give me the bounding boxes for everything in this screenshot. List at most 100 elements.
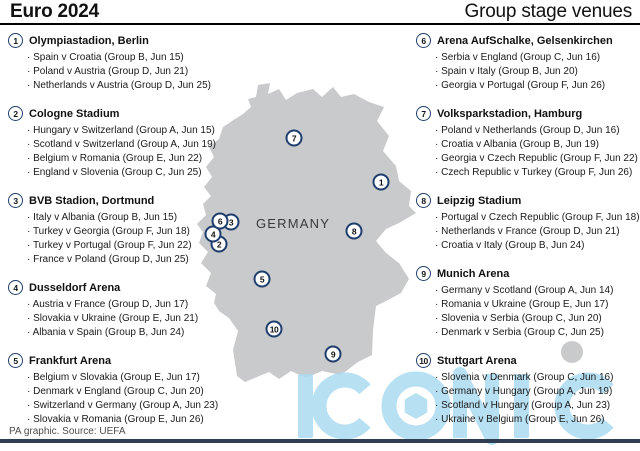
match-item: Turkey v Georgia (Group F, Jun 18) [27,225,264,239]
venue-item: 8 Leipzig Stadium Portugal v Czech Repub… [416,193,640,253]
venue-number-badge: 2 [8,106,23,121]
match-item: Albania v Spain (Group B, Jun 24) [27,326,264,340]
venue-number-badge: 7 [416,106,431,121]
venue-item: 6 Arena AufSchalke, Gelsenkirchen Serbia… [416,33,640,93]
match-item: Ukraine v Belgium (Group E, Jun 26) [435,413,640,427]
venue-item: 9 Munich Arena Germany v Scotland (Group… [416,266,640,340]
match-item: Croatia v Italy (Group B, Jun 24) [435,239,640,253]
venue-name: Volksparkstadion, Hamburg [437,107,583,120]
venue-number-badge: 1 [8,33,23,48]
match-item: Georgia v Czech Republic (Group F, Jun 2… [435,152,640,166]
bottom-bar [0,439,640,443]
match-item: Slovakia v Romania (Group E, Jun 26) [27,413,264,427]
venue-item: 7 Volksparkstadion, Hamburg Poland v Net… [416,106,640,180]
venue-heading: 10 Stuttgart Arena [416,353,640,368]
match-list: Slovenia v Denmark (Group C, Jun 16) Ger… [416,371,640,427]
header: Euro 2024 Group stage venues [0,0,640,25]
venue-name: Leipzig Stadium [437,194,522,207]
venue-heading: 1 Olympiastadion, Berlin [8,33,264,48]
match-item: France v Poland (Group D, Jun 25) [27,253,264,267]
venue-number: 2 [13,108,18,119]
venue-name: Cologne Stadium [29,107,120,120]
source-credit: PA graphic. Source: UEFA [9,426,126,437]
match-item: Austria v France (Group D, Jun 17) [27,298,264,312]
match-item: Georgia v Portugal (Group F, Jun 26) [435,79,640,93]
venue-heading: 7 Volksparkstadion, Hamburg [416,106,640,121]
venue-number: 10 [419,355,428,366]
venue-number-badge: 10 [416,353,431,368]
match-item: Hungary v Switzerland (Group A, Jun 15) [27,124,264,138]
page-subtitle: Group stage venues [464,1,632,22]
decorative-gray-circle [561,341,583,363]
match-item: Switzerland v Germany (Group A, Jun 23) [27,399,264,413]
match-item: Spain v Croatia (Group B, Jun 15) [27,51,264,65]
venue-item: 5 Frankfurt Arena Belgium v Slovakia (Gr… [8,353,264,427]
match-list: Serbia v England (Group C, Jun 16) Spain… [416,51,640,93]
venue-name: Stuttgart Arena [437,354,517,367]
venue-item: 10 Stuttgart Arena Slovenia v Denmark (G… [416,353,640,427]
page-title: Euro 2024 [10,1,100,22]
match-list: Poland v Netherlands (Group D, Jun 16) C… [416,124,640,180]
venue-heading: 9 Munich Arena [416,266,640,281]
match-item: Poland v Netherlands (Group D, Jun 16) [435,124,640,138]
venue-item: 2 Cologne Stadium Hungary v Switzerland … [8,106,264,180]
match-item: Belgium v Slovakia (Group E, Jun 17) [27,371,264,385]
venue-name: Frankfurt Arena [29,354,112,367]
venue-item: 3 BVB Stadion, Dortmund Italy v Albania … [8,193,264,267]
match-item: Poland v Austria (Group D, Jun 21) [27,65,264,79]
match-item: Scotland v Hungary (Group A, Jun 23) [435,399,640,413]
match-list: Austria v France (Group D, Jun 17) Slova… [8,298,264,340]
venue-number-badge: 8 [416,193,431,208]
venue-number-badge: 6 [416,33,431,48]
venue-number: 1 [13,35,18,46]
venue-number: 6 [421,35,426,46]
venue-list-left: 1 Olympiastadion, Berlin Spain v Croatia… [8,33,264,440]
venue-number-badge: 3 [8,193,23,208]
match-item: Denmark v Serbia (Group C, Jun 25) [435,326,640,340]
match-item: Romania v Ukraine (Group E, Jun 17) [435,298,640,312]
venue-number: 8 [421,195,426,206]
match-item: Netherlands v France (Group D, Jun 21) [435,225,640,239]
venue-heading: 2 Cologne Stadium [8,106,264,121]
match-item: Germany v Hungary (Group A, Jun 19) [435,385,640,399]
venue-name: Arena AufSchalke, Gelsenkirchen [437,34,613,47]
venue-heading: 6 Arena AufSchalke, Gelsenkirchen [416,33,640,48]
match-item: Italy v Albania (Group B, Jun 15) [27,211,264,225]
venue-name: Dusseldorf Arena [29,281,121,294]
venue-item: 4 Dusseldorf Arena Austria v France (Gro… [8,280,264,340]
match-list: Germany v Scotland (Group A, Jun 14) Rom… [416,284,640,340]
match-item: Portugal v Czech Republic (Group F, Jun … [435,211,640,225]
venue-number-badge: 9 [416,266,431,281]
venue-list-right: 6 Arena AufSchalke, Gelsenkirchen Serbia… [416,33,640,440]
match-item: Germany v Scotland (Group A, Jun 14) [435,284,640,298]
match-item: Serbia v England (Group C, Jun 16) [435,51,640,65]
venue-name: BVB Stadion, Dortmund [29,194,155,207]
match-item: Netherlands v Austria (Group D, Jun 25) [27,79,264,93]
match-item: Scotland v Switzerland (Group A, Jun 19) [27,138,264,152]
venue-heading: 5 Frankfurt Arena [8,353,264,368]
match-item: Slovenia v Serbia (Group C, Jun 20) [435,312,640,326]
match-list: Portugal v Czech Republic (Group F, Jun … [416,211,640,253]
match-item: Croatia v Albania (Group B, Jun 19) [435,138,640,152]
country-label: GERMANY [256,216,331,231]
venue-item: 1 Olympiastadion, Berlin Spain v Croatia… [8,33,264,93]
match-item: Slovenia v Denmark (Group C, Jun 16) [435,371,640,385]
match-item: Denmark v England (Group C, Jun 20) [27,385,264,399]
match-list: Italy v Albania (Group B, Jun 15) Turkey… [8,211,264,267]
venue-heading: 8 Leipzig Stadium [416,193,640,208]
match-item: Turkey v Portugal (Group F, Jun 22) [27,239,264,253]
match-list: Hungary v Switzerland (Group A, Jun 15) … [8,124,264,180]
venue-heading: 4 Dusseldorf Arena [8,280,264,295]
venue-number: 5 [13,355,18,366]
venue-heading: 3 BVB Stadion, Dortmund [8,193,264,208]
venue-number: 4 [13,282,18,293]
venue-number-badge: 5 [8,353,23,368]
match-item: Slovakia v Ukraine (Group E, Jun 21) [27,312,264,326]
match-item: England v Slovenia (Group C, Jun 25) [27,166,264,180]
venue-name: Munich Arena [437,267,510,280]
venue-number: 9 [421,268,426,279]
match-item: Spain v Italy (Group B, Jun 20) [435,65,640,79]
match-list: Spain v Croatia (Group B, Jun 15) Poland… [8,51,264,93]
venue-number: 7 [421,108,426,119]
match-item: Belgium v Romania (Group E, Jun 22) [27,152,264,166]
